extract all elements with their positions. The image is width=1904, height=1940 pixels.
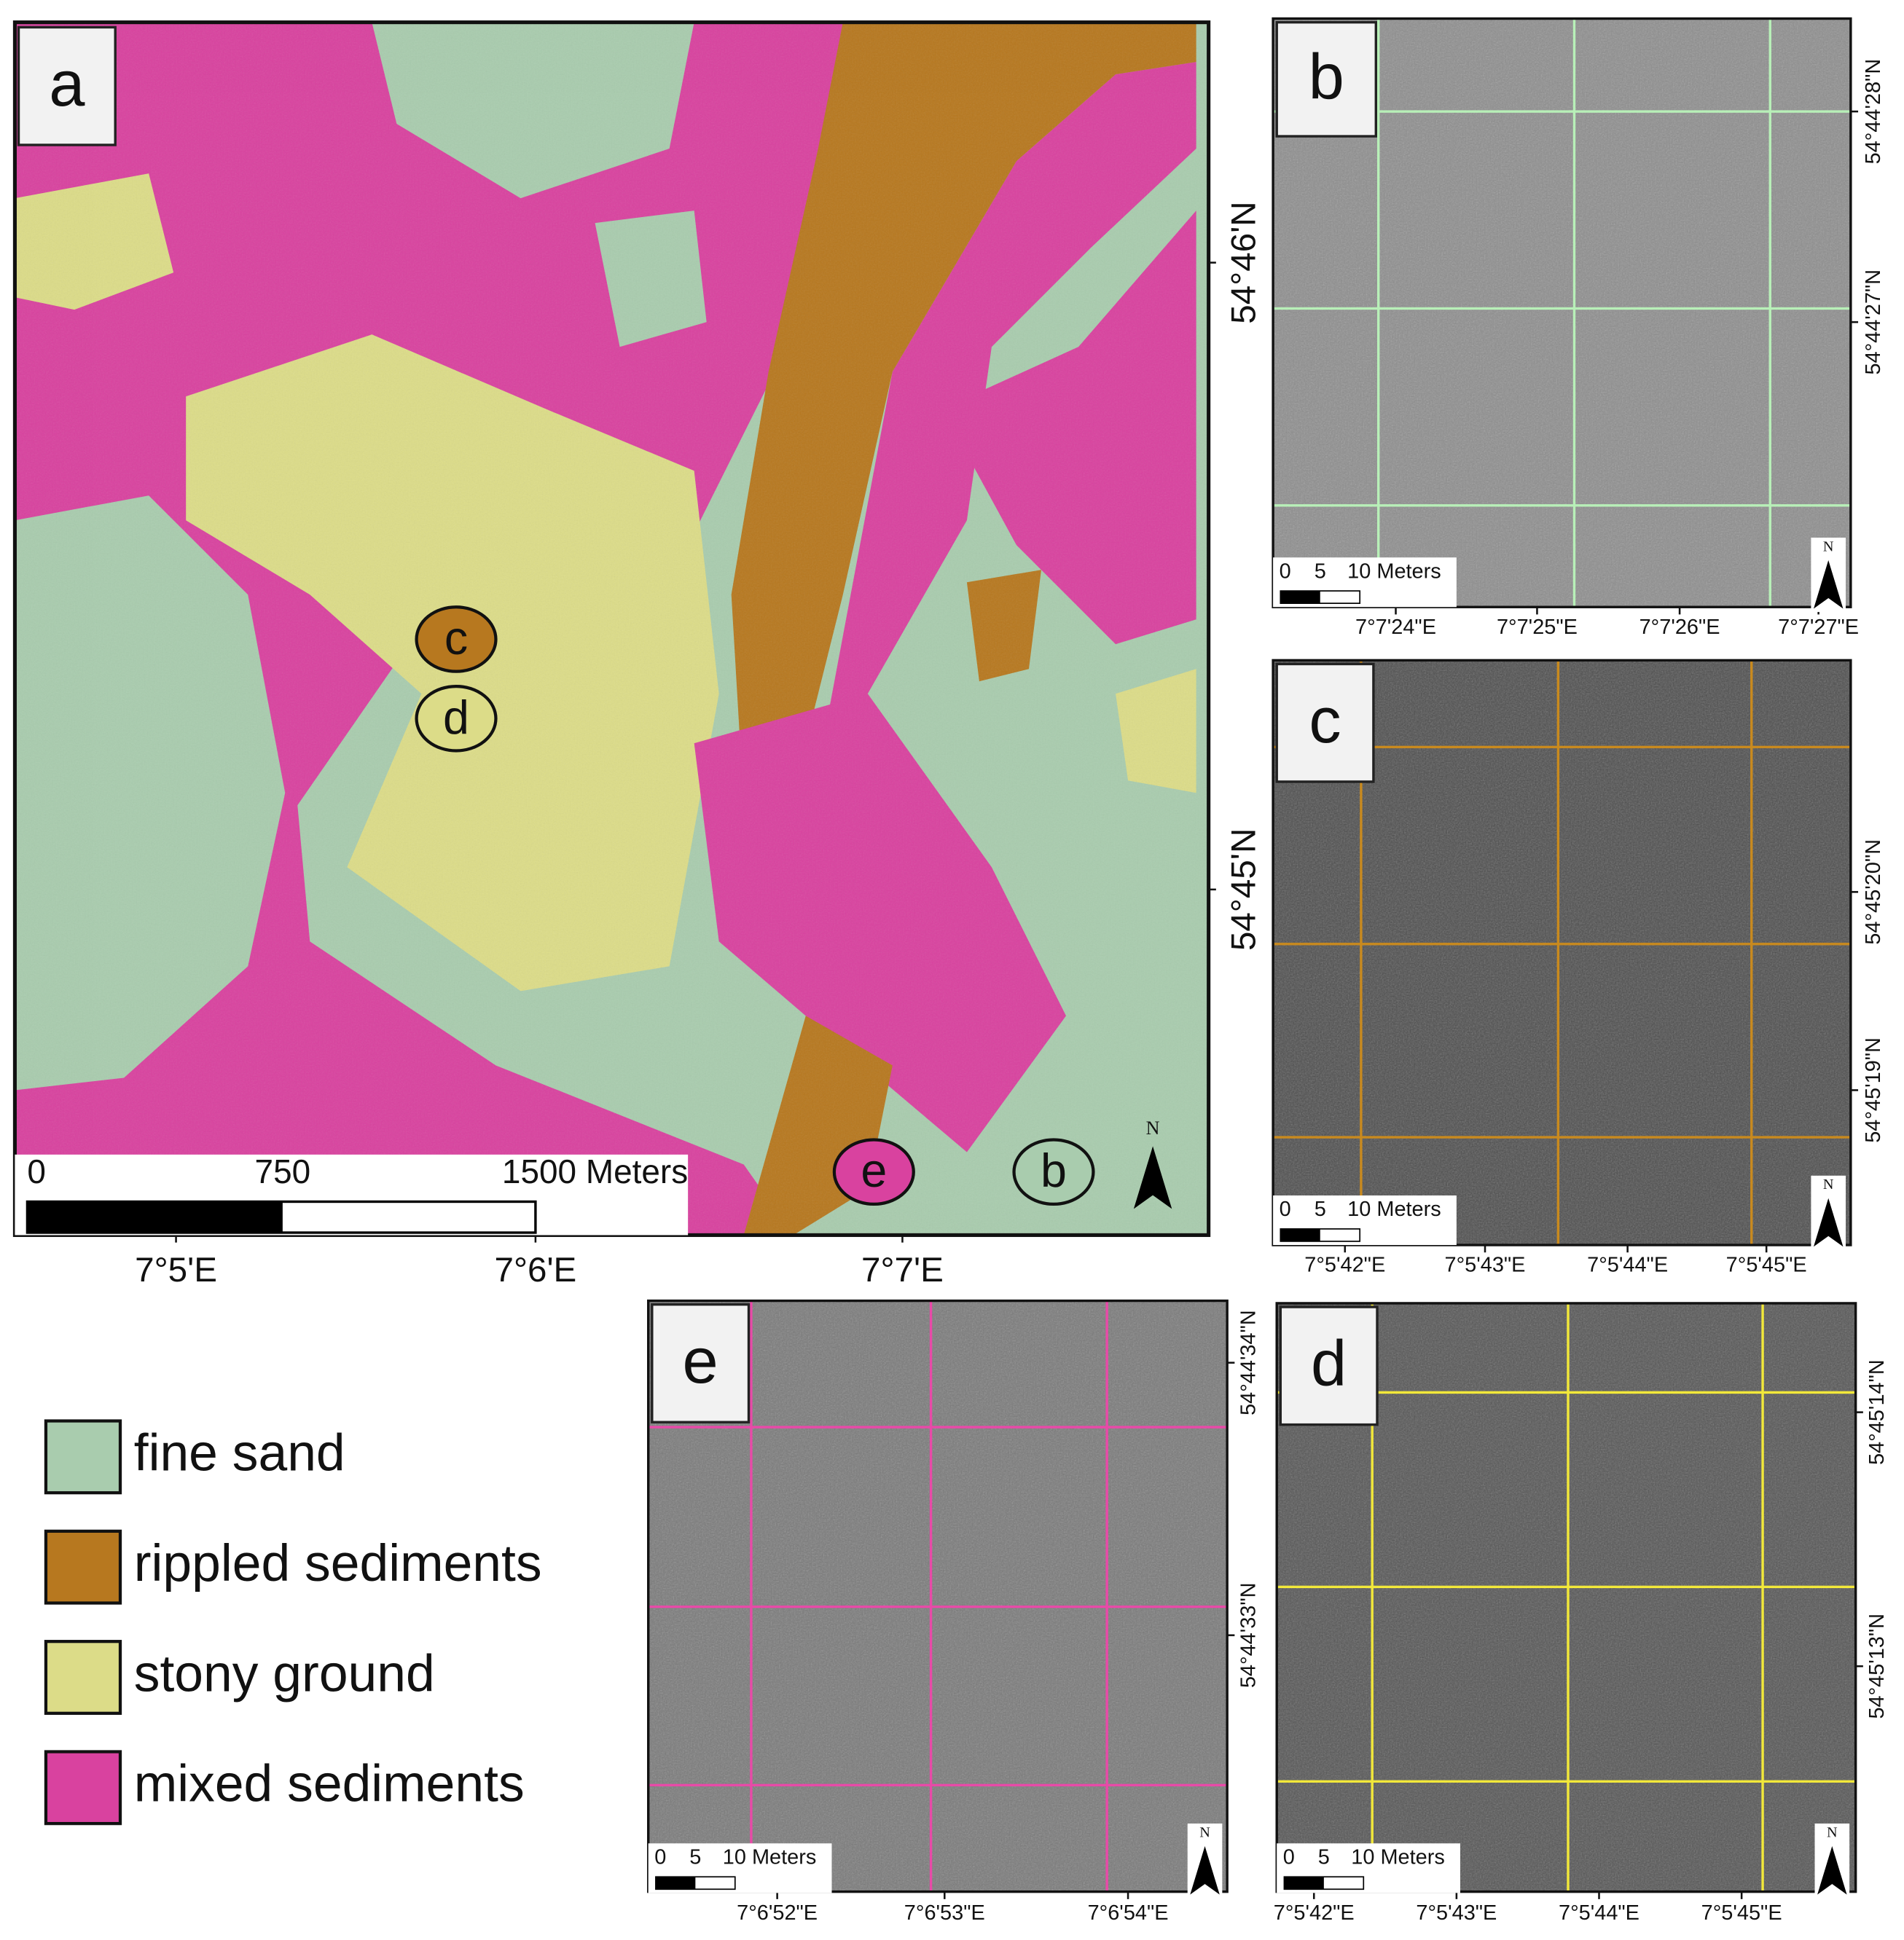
scale-label: 10 Meters (1347, 1198, 1441, 1221)
site-marker (415, 605, 498, 673)
lon-label: 7°7'24"E (1355, 616, 1436, 639)
legend-label: mixed sediments (134, 1755, 525, 1813)
north-arrow (1813, 559, 1844, 609)
scale-bar-fill (1280, 1228, 1320, 1241)
scale-label: 10 Meters (1347, 559, 1441, 583)
lat-label: 54°45'20"N (1862, 839, 1885, 945)
lat-label: 54°45'13"N (1865, 1614, 1889, 1719)
panel-frame (647, 1299, 1229, 1893)
lat-label: 54°46'N (1224, 201, 1263, 323)
site-marker-label: d (443, 691, 469, 744)
north-arrow (1133, 1146, 1172, 1209)
north-label: N (1827, 1824, 1838, 1840)
lon-label: 7°5'43"E (1416, 1901, 1497, 1925)
panel-letter-box (651, 1303, 751, 1423)
panel-letter: b (1309, 41, 1344, 113)
legend-label: stony ground (134, 1644, 435, 1703)
scale-label: 0 (654, 1845, 666, 1869)
scale-label: 5 (689, 1845, 701, 1869)
lat-label: 54°45'14"N (1865, 1359, 1889, 1465)
lon-label: 7°5'E (135, 1251, 217, 1289)
site-marker-label: c (444, 611, 468, 664)
lon-label: 7°5'45"E (1701, 1901, 1782, 1925)
scale-label: 5 (1315, 1198, 1326, 1221)
panel-frame (1272, 659, 1852, 1246)
panel-letter: d (1311, 1327, 1347, 1399)
sediment-map (15, 22, 1209, 1236)
scale-label: 1500 Meters (502, 1152, 688, 1190)
legend-swatch (44, 1750, 122, 1826)
site-marker (832, 1138, 915, 1206)
site-marker (1012, 1138, 1095, 1206)
legend-label: rippled sediments (134, 1534, 542, 1593)
lon-label: 7°6'54"E (1088, 1901, 1169, 1925)
lon-label: 7°6'53"E (904, 1901, 985, 1925)
north-arrow (1817, 1846, 1847, 1895)
panel-frame (1272, 17, 1852, 608)
lat-label: 54°44'28"N (1862, 59, 1885, 165)
lat-label: 54°45'19"N (1862, 1037, 1885, 1143)
panel-letter-box (1279, 1305, 1379, 1426)
panel-letter-box (1275, 20, 1378, 138)
lat-label: 54°44'33"N (1237, 1582, 1260, 1688)
scale-label: 0 (1283, 1845, 1295, 1869)
site-marker (415, 684, 498, 753)
legend-label: fine sand (134, 1424, 345, 1483)
legend-swatch (44, 1419, 122, 1495)
scale-label: 10 Meters (1351, 1845, 1445, 1869)
panel-letter: e (683, 1324, 718, 1397)
north-arrow (1190, 1846, 1220, 1895)
lon-label: 7°7'E (861, 1251, 944, 1289)
map-texture (15, 22, 1209, 1236)
lon-label: 7°5'45"E (1726, 1254, 1807, 1277)
site-marker-label: e (861, 1144, 887, 1197)
north-label: N (1823, 538, 1834, 554)
lon-label: 7°7'25"E (1497, 616, 1578, 639)
scale-bar-fill (1280, 591, 1320, 604)
scale-bar-fill (27, 1201, 283, 1233)
lon-label: 7°7'26"E (1639, 616, 1720, 639)
scale-label: 5 (1315, 559, 1326, 583)
lon-label: 7°5'44"E (1587, 1254, 1668, 1277)
lon-label: 7°7'27"E (1778, 616, 1859, 639)
lon-label: 7°5'44"E (1559, 1901, 1639, 1925)
north-label: N (1199, 1824, 1210, 1840)
scale-label: 0 (1280, 559, 1291, 583)
scale-bar-fill (1284, 1877, 1324, 1890)
scale-label: 750 (255, 1152, 311, 1190)
scale-bar-fill (655, 1877, 696, 1890)
scale-label: 0 (1280, 1198, 1291, 1221)
panel-letter: a (49, 47, 85, 119)
lon-label: 7°6'52"E (737, 1901, 818, 1925)
lat-label: 54°44'34"N (1237, 1310, 1260, 1415)
lon-label: 7°5'43"E (1445, 1254, 1526, 1277)
north-label: N (1146, 1118, 1160, 1139)
scale-label: 0 (27, 1152, 46, 1190)
legend-swatch (44, 1529, 122, 1605)
lon-label: 7°5'42"E (1304, 1254, 1385, 1277)
site-marker-label: b (1041, 1144, 1067, 1197)
legend-swatch (44, 1640, 122, 1715)
lon-label: 7°6'E (494, 1251, 576, 1289)
panel-frame (1275, 1302, 1857, 1893)
scale-label: 5 (1318, 1845, 1330, 1869)
north-arrow (1813, 1198, 1844, 1247)
lat-label: 54°44'27"N (1862, 270, 1885, 375)
lat-label: 54°45'N (1224, 828, 1263, 951)
panel-letter-box (17, 25, 117, 146)
scale-label: 10 Meters (723, 1845, 817, 1869)
panel-letter-box (1275, 662, 1375, 783)
panel-letter: c (1309, 684, 1341, 756)
lon-label: 7°5'42"E (1274, 1901, 1355, 1925)
north-label: N (1823, 1177, 1834, 1193)
